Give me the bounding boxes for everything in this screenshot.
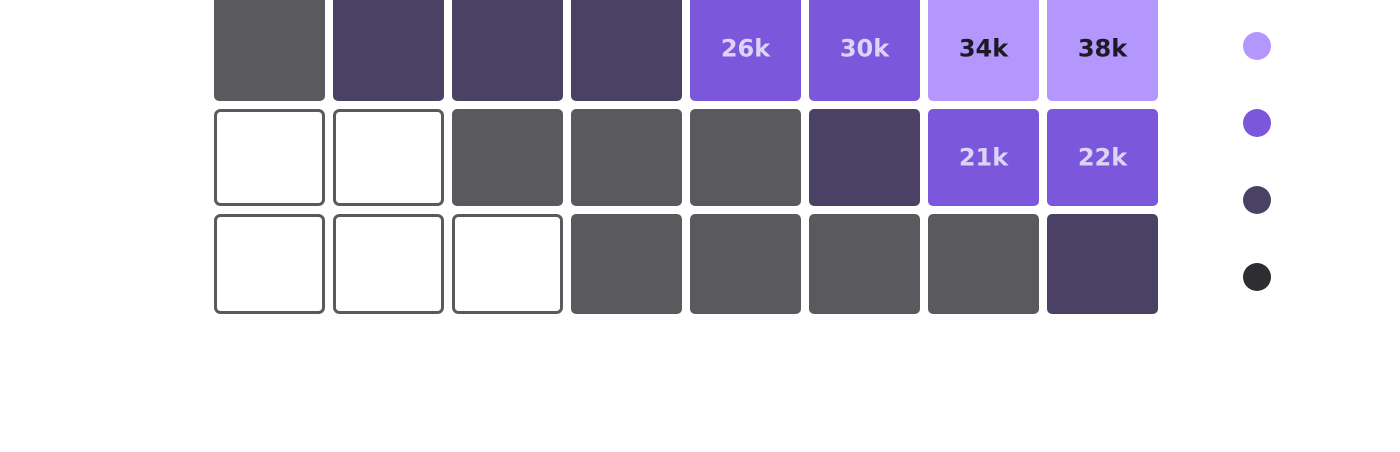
heatmap-cell — [214, 0, 325, 101]
heatmap-cell — [928, 109, 1039, 206]
heatmap-cell — [690, 214, 801, 314]
cell-value-label: 34k — [959, 35, 1009, 63]
heatmap-cell — [690, 0, 801, 101]
heatmap-cell — [452, 109, 563, 206]
heatmap-cell — [214, 214, 325, 314]
heatmap-cell — [1047, 214, 1158, 314]
heatmap-cell — [333, 0, 444, 101]
heatmap-cell — [809, 109, 920, 206]
heatmap-cell — [1047, 0, 1158, 101]
cell-value-label: 26k — [721, 35, 771, 63]
heatmap-cell — [333, 214, 444, 314]
heatmap-cell — [571, 0, 682, 101]
cell-value-label: 21k — [959, 144, 1009, 172]
cell-value-label: 22k — [1078, 144, 1128, 172]
heatmap-cell — [809, 214, 920, 314]
legend — [1243, 32, 1271, 291]
legend-swatch — [1243, 109, 1271, 137]
heatmap-cell — [809, 0, 920, 101]
legend-swatch — [1243, 186, 1271, 214]
heatmap-cell — [571, 109, 682, 206]
legend-swatch — [1243, 32, 1271, 60]
heatmap-cell — [333, 109, 444, 206]
legend-swatch — [1243, 263, 1271, 291]
heatmap-cell — [928, 0, 1039, 101]
heatmap-cell — [928, 214, 1039, 314]
heatmap-cells: 26k 30k 34k 38k 21k 22k — [214, 0, 1158, 314]
heatmap-cell — [690, 109, 801, 206]
heatmap-cell — [214, 109, 325, 206]
heatmap-cell — [452, 0, 563, 101]
heatmap-cell — [571, 214, 682, 314]
cell-value-label: 38k — [1078, 35, 1128, 63]
cell-value-label: 30k — [840, 35, 890, 63]
heatmap-cell — [452, 214, 563, 314]
heatmap-cell — [1047, 109, 1158, 206]
